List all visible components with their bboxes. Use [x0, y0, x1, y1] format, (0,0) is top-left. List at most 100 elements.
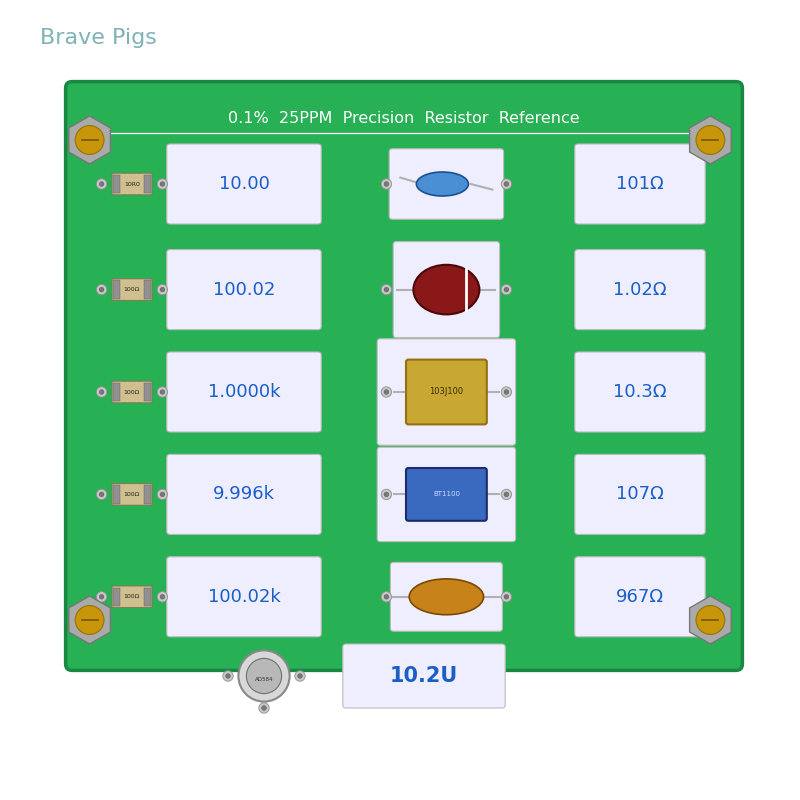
Circle shape: [99, 390, 104, 394]
Circle shape: [504, 390, 509, 394]
Circle shape: [96, 178, 107, 190]
FancyBboxPatch shape: [166, 144, 321, 224]
Bar: [113, 587, 120, 606]
Text: 100Ω: 100Ω: [124, 492, 140, 497]
Ellipse shape: [410, 579, 483, 614]
Circle shape: [384, 390, 389, 394]
Bar: [144, 174, 151, 193]
Bar: [113, 280, 120, 298]
Text: 100.02k: 100.02k: [208, 588, 280, 606]
Circle shape: [696, 126, 725, 154]
Circle shape: [160, 287, 165, 292]
FancyBboxPatch shape: [575, 557, 706, 637]
Circle shape: [99, 287, 104, 292]
Circle shape: [504, 594, 509, 599]
Circle shape: [158, 284, 168, 294]
Text: 101Ω: 101Ω: [616, 175, 664, 193]
Bar: [113, 174, 120, 193]
Circle shape: [504, 492, 509, 497]
FancyBboxPatch shape: [575, 454, 706, 534]
Circle shape: [99, 182, 104, 186]
Bar: [144, 587, 151, 606]
Text: 100Ω: 100Ω: [124, 287, 140, 292]
FancyBboxPatch shape: [166, 454, 321, 534]
Circle shape: [226, 674, 230, 678]
Circle shape: [160, 182, 165, 186]
Text: 9.996k: 9.996k: [213, 486, 275, 503]
Circle shape: [258, 702, 269, 714]
Text: 100Ω: 100Ω: [124, 390, 140, 394]
Polygon shape: [69, 116, 110, 164]
Circle shape: [99, 492, 104, 497]
Circle shape: [382, 489, 392, 499]
Circle shape: [504, 182, 509, 186]
Circle shape: [384, 492, 389, 497]
Text: Brave Pigs: Brave Pigs: [40, 28, 157, 48]
Bar: [113, 383, 120, 402]
FancyBboxPatch shape: [378, 339, 516, 445]
FancyBboxPatch shape: [66, 82, 742, 670]
Text: 1.0000k: 1.0000k: [208, 383, 280, 401]
Circle shape: [501, 387, 512, 397]
Bar: [144, 280, 151, 298]
FancyBboxPatch shape: [406, 360, 486, 424]
Circle shape: [384, 594, 389, 599]
Text: 10.2U: 10.2U: [390, 666, 458, 686]
Circle shape: [158, 489, 168, 499]
Text: 10R0: 10R0: [124, 182, 140, 186]
Circle shape: [223, 670, 234, 682]
Polygon shape: [69, 596, 110, 644]
Circle shape: [294, 670, 306, 682]
FancyBboxPatch shape: [166, 557, 321, 637]
Circle shape: [158, 592, 168, 602]
Text: 103J100: 103J100: [430, 387, 463, 397]
FancyBboxPatch shape: [378, 447, 516, 542]
Polygon shape: [690, 596, 731, 644]
FancyBboxPatch shape: [166, 352, 321, 432]
Text: 100Ω: 100Ω: [124, 594, 140, 599]
Circle shape: [96, 592, 107, 602]
FancyBboxPatch shape: [112, 173, 152, 194]
Ellipse shape: [414, 265, 479, 314]
Polygon shape: [690, 116, 731, 164]
Circle shape: [158, 387, 168, 397]
Text: BT1100: BT1100: [433, 491, 460, 498]
Text: 100.02: 100.02: [213, 281, 275, 298]
FancyBboxPatch shape: [394, 242, 499, 338]
Circle shape: [160, 492, 165, 497]
Circle shape: [99, 594, 104, 599]
Circle shape: [160, 594, 165, 599]
Text: 0.1%  25PPM  Precision  Resistor  Reference: 0.1% 25PPM Precision Resistor Reference: [228, 111, 580, 126]
Bar: [144, 485, 151, 504]
FancyBboxPatch shape: [575, 250, 706, 330]
FancyBboxPatch shape: [575, 352, 706, 432]
Bar: [144, 383, 151, 402]
FancyBboxPatch shape: [406, 468, 486, 521]
Circle shape: [501, 592, 512, 602]
Circle shape: [696, 606, 725, 634]
Text: 1.02Ω: 1.02Ω: [614, 281, 666, 298]
Circle shape: [501, 284, 512, 294]
Text: AD584: AD584: [254, 677, 274, 682]
Text: 107Ω: 107Ω: [616, 486, 664, 503]
Ellipse shape: [417, 172, 469, 196]
FancyBboxPatch shape: [575, 144, 706, 224]
Circle shape: [384, 287, 389, 292]
Circle shape: [382, 178, 392, 190]
Bar: [113, 485, 120, 504]
FancyBboxPatch shape: [112, 278, 152, 300]
FancyBboxPatch shape: [112, 382, 152, 403]
Circle shape: [75, 606, 104, 634]
Circle shape: [504, 287, 509, 292]
FancyBboxPatch shape: [112, 586, 152, 608]
Text: 10.3Ω: 10.3Ω: [614, 383, 666, 401]
Circle shape: [382, 284, 392, 294]
FancyBboxPatch shape: [112, 483, 152, 506]
Circle shape: [262, 706, 266, 710]
Text: 967Ω: 967Ω: [616, 588, 664, 606]
FancyBboxPatch shape: [390, 149, 504, 219]
Circle shape: [382, 387, 392, 397]
Circle shape: [501, 489, 512, 499]
Text: 10.00: 10.00: [218, 175, 270, 193]
FancyBboxPatch shape: [343, 644, 506, 708]
